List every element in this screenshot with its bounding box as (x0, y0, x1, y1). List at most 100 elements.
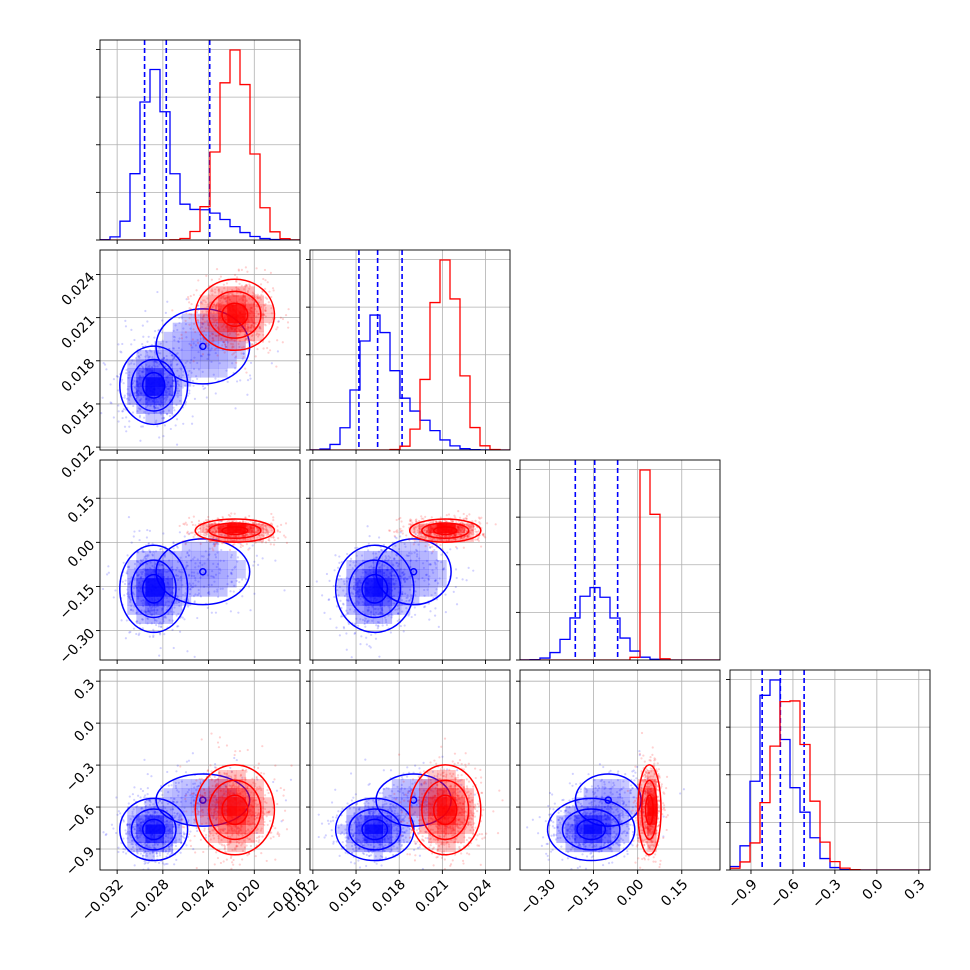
scatter-point (123, 425, 127, 428)
scatter-point (228, 548, 232, 552)
scatter-point (124, 829, 127, 832)
contour-line (432, 526, 458, 536)
scatter-point (197, 538, 200, 541)
scatter-point (122, 561, 125, 564)
scatter-point (194, 344, 197, 347)
density-cell (172, 340, 183, 351)
scatter-point (226, 520, 229, 523)
density-cell (373, 550, 384, 561)
scatter-point (247, 302, 250, 305)
scatter-point (425, 559, 429, 563)
scatter-point (202, 315, 205, 318)
scatter-point (141, 854, 145, 857)
scatter-point (214, 573, 218, 576)
scatter-point (115, 831, 118, 835)
scatter-point (454, 533, 457, 536)
scatter-point (444, 535, 447, 538)
scatter-point (211, 305, 215, 308)
density-cell (382, 578, 393, 588)
density-cell (172, 560, 183, 570)
scatter-point (215, 302, 219, 305)
scatter-point (435, 534, 438, 537)
scatter-point (214, 291, 217, 294)
density-cell (163, 350, 174, 360)
scatter-point (204, 301, 207, 304)
scatter-point (133, 593, 136, 596)
density-cell (218, 286, 228, 296)
scatter-point (196, 361, 199, 365)
scatter-point (147, 542, 150, 545)
scatter-point (418, 557, 421, 560)
scatter-point (191, 379, 194, 383)
scatter-point (165, 354, 168, 358)
scatter-point (125, 372, 128, 375)
scatter-point (214, 377, 217, 380)
scatter-point (394, 544, 397, 547)
scatter-point (257, 313, 260, 316)
scatter-point (133, 379, 136, 383)
scatter-point (128, 395, 132, 398)
scatter-point (255, 310, 258, 313)
scatter-point (246, 538, 249, 541)
scatter-point (365, 643, 368, 646)
scatter-point (178, 316, 181, 319)
scatter-point (438, 577, 441, 580)
scatter-point (212, 311, 215, 314)
scatter-point (188, 323, 191, 326)
scatter-point (444, 519, 447, 523)
scatter-point (192, 360, 195, 363)
scatter-point (128, 631, 131, 634)
scatter-point (155, 419, 158, 422)
density-cell (400, 569, 411, 579)
scatter-point (129, 834, 132, 837)
density-cell (446, 523, 456, 534)
density-cell (227, 340, 237, 351)
scatter-point (214, 319, 217, 322)
scatter-point (216, 806, 219, 809)
scatter-point (191, 415, 194, 418)
scatter-point (237, 535, 240, 538)
scatter-point (266, 533, 269, 536)
scatter-point (178, 531, 181, 534)
scatter-point (454, 516, 457, 519)
scatter-point (283, 589, 286, 592)
scatter-point (373, 566, 376, 569)
scatter-point (219, 587, 222, 590)
scatter-point (428, 543, 431, 546)
scatter-point (209, 311, 212, 314)
scatter-point (214, 308, 218, 311)
scatter-point (265, 297, 269, 300)
scatter-point (229, 515, 232, 518)
scatter-point (125, 416, 128, 419)
scatter-point (201, 299, 205, 302)
scatter-point (261, 313, 264, 316)
scatter-point (215, 537, 218, 540)
scatter-point (161, 618, 164, 621)
contour-line (375, 538, 452, 606)
scatter-point (262, 333, 265, 337)
scatter-point (401, 532, 404, 535)
scatter-point (350, 656, 353, 659)
density-cell (364, 550, 374, 561)
density-cell (419, 569, 429, 579)
scatter-point (210, 340, 214, 343)
density-cell (428, 587, 438, 597)
scatter-point (201, 353, 205, 356)
scatter-point (172, 347, 176, 350)
scatter-point (153, 404, 156, 407)
scatter-point (129, 580, 132, 583)
scatter-point (109, 401, 112, 404)
scatter-point (165, 412, 169, 416)
scatter-point (200, 325, 204, 329)
scatter-point (435, 539, 438, 542)
scatter-point (257, 335, 260, 338)
scatter-point (146, 622, 149, 625)
scatter-point (477, 516, 481, 519)
scatter-point (412, 543, 415, 546)
density-cell (227, 340, 237, 351)
scatter-point (185, 523, 189, 526)
scatter-point (130, 608, 133, 611)
scatter-point (424, 550, 427, 553)
scatter-point (439, 516, 442, 519)
scatter-point (135, 611, 138, 615)
